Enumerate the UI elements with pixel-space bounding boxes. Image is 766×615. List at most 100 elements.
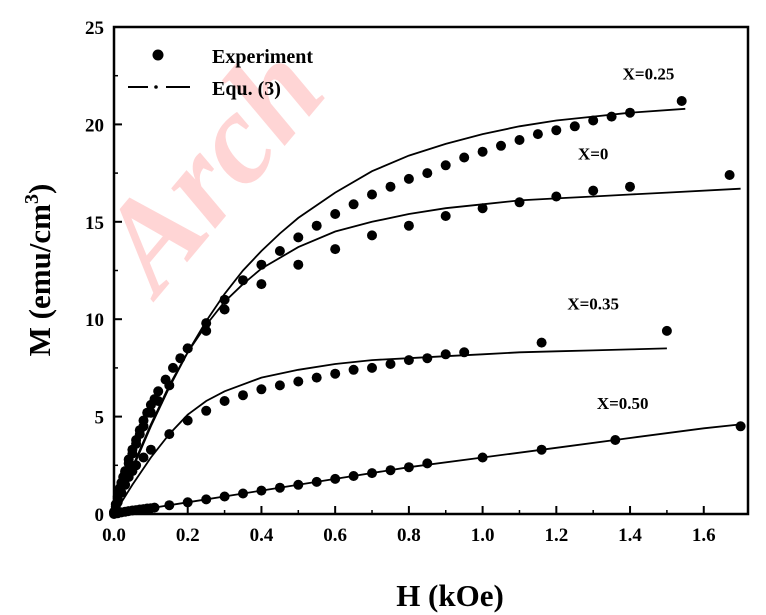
- x-tick-label: 0.0: [102, 525, 126, 546]
- data-point: [422, 458, 433, 469]
- data-point: [293, 376, 304, 387]
- x-axis-ticks: 0.0 0.2 0.4 0.6 0.8 1.0 1.2 1.4 1.6: [102, 506, 716, 546]
- data-point: [477, 203, 488, 214]
- y-tick-label: 15: [85, 213, 104, 234]
- x-tick-label: 1.6: [692, 525, 716, 546]
- series-label: X=0.35: [567, 294, 619, 313]
- x-tick-label: 1.4: [618, 525, 642, 546]
- data-point: [219, 491, 230, 502]
- data-point: [164, 429, 175, 440]
- legend: Experiment Equ. (3): [128, 46, 313, 100]
- series-labels: X=0.25 X=0 X=0.35 X=0.50: [567, 65, 674, 413]
- data-point: [311, 220, 322, 231]
- data-point: [293, 232, 304, 243]
- data-point: [131, 438, 142, 449]
- data-point: [138, 452, 149, 463]
- x-tick-label: 1.0: [471, 525, 495, 546]
- data-point: [348, 471, 359, 481]
- data-point: [145, 444, 156, 455]
- data-point: [348, 199, 359, 210]
- series-label: X=0: [578, 144, 608, 163]
- data-point: [256, 259, 267, 270]
- data-point: [168, 362, 178, 373]
- legend-experiment-label: Experiment: [212, 46, 313, 68]
- data-point: [459, 347, 470, 358]
- data-point: [661, 325, 672, 336]
- y-tick-label: 25: [85, 18, 104, 39]
- data-point: [138, 421, 149, 432]
- data-point: [676, 96, 687, 106]
- data-point: [330, 244, 341, 255]
- data-point: [588, 115, 599, 126]
- data-point: [274, 482, 285, 493]
- y-tick-label: 5: [95, 408, 105, 429]
- data-point: [219, 304, 230, 315]
- data-point: [330, 473, 341, 484]
- data-point: [256, 279, 267, 290]
- x-axis-title: H (kOe): [396, 578, 504, 613]
- data-point: [330, 368, 341, 379]
- y-tick-label: 10: [85, 310, 104, 331]
- data-point: [606, 111, 617, 122]
- data-point: [403, 355, 414, 366]
- data-point: [201, 494, 212, 505]
- y-tick-label: 0: [95, 505, 105, 526]
- y-axis-ticks: 0 5 10 15 20 25: [85, 18, 122, 526]
- data-point: [256, 485, 267, 496]
- data-point: [385, 465, 396, 476]
- data-point: [145, 407, 156, 418]
- x-tick-label: 1.2: [544, 525, 568, 546]
- data-point: [385, 181, 396, 192]
- data-point: [219, 396, 230, 406]
- y-axis-title-main: M (emu/cm: [22, 204, 57, 357]
- data-point: [238, 488, 248, 499]
- data-point: [201, 325, 212, 336]
- data-point: [348, 364, 359, 375]
- data-point: [274, 380, 285, 391]
- data-point: [182, 343, 193, 354]
- data-point: [536, 337, 547, 348]
- x-tick-label: 0.8: [397, 525, 421, 546]
- legend-fit-dot: [154, 85, 158, 89]
- data-point: [625, 107, 635, 118]
- data-point: [551, 125, 562, 136]
- data-point: [116, 487, 127, 498]
- data-point: [274, 246, 285, 256]
- data-point: [311, 476, 322, 487]
- data-point: [385, 359, 396, 369]
- fit-curve-series-1: [113, 187, 741, 515]
- data-point: [153, 396, 164, 406]
- data-point: [238, 390, 248, 401]
- data-point: [440, 349, 451, 360]
- data-point: [514, 197, 525, 208]
- data-point: [164, 500, 175, 511]
- data-point: [201, 318, 212, 329]
- data-point: [182, 415, 193, 426]
- data-point: [440, 211, 451, 221]
- series-label: X=0.50: [597, 394, 649, 413]
- data-point: [164, 380, 175, 391]
- data-point: [367, 189, 377, 200]
- data-point: [477, 452, 488, 463]
- data-point: [134, 429, 145, 440]
- y-axis-title: M (emu/cm3): [21, 184, 57, 357]
- x-tick-label: 0.2: [176, 525, 200, 546]
- experiment-points: [109, 96, 746, 519]
- data-point: [735, 421, 746, 432]
- data-point: [588, 185, 599, 196]
- data-point: [238, 275, 248, 286]
- data-point: [514, 135, 525, 145]
- x-tick-label: 0.4: [250, 525, 274, 546]
- data-point: [120, 479, 131, 490]
- data-point: [403, 173, 414, 184]
- data-point: [219, 294, 230, 305]
- data-point: [311, 372, 322, 383]
- series-label: X=0.25: [623, 65, 675, 84]
- data-point: [112, 497, 123, 508]
- data-point: [403, 462, 414, 473]
- data-point: [256, 384, 267, 395]
- legend-fit-label: Equ. (3): [212, 78, 281, 100]
- data-point: [367, 468, 377, 479]
- data-point: [477, 146, 488, 157]
- data-point: [422, 353, 433, 364]
